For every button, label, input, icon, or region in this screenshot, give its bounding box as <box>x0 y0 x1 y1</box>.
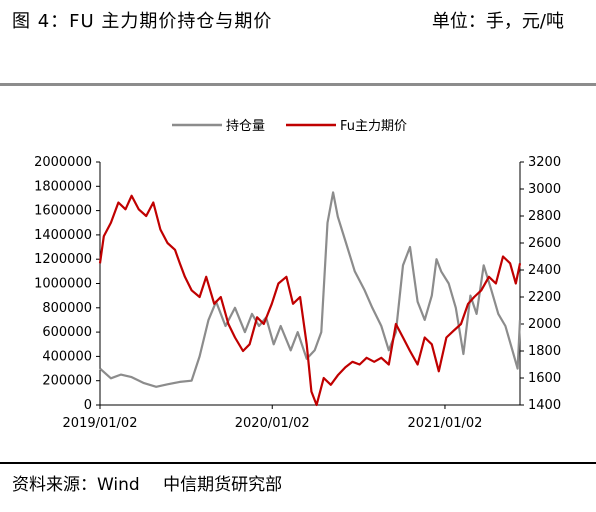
y-left-tick-label: 0 <box>84 398 92 413</box>
y-left-tick-label: 1200000 <box>34 252 92 267</box>
axes: 2000000180000016000001400000120000010000… <box>34 155 561 431</box>
top-rule <box>0 83 596 86</box>
y-left-tick-label: 400000 <box>42 349 92 364</box>
legend-label-open-interest: 持仓量 <box>226 119 265 134</box>
legend: 持仓量 Fu主力期价 <box>172 119 407 134</box>
y-left-tick-label: 1600000 <box>34 204 92 219</box>
y-right-tick-label: 2800 <box>528 209 561 224</box>
figure-title: 图 4：FU 主力期价持仓与期价 <box>12 11 273 32</box>
y-right-tick-label: 2000 <box>528 317 561 332</box>
x-tick-label: 2019/01/02 <box>63 416 138 431</box>
y-left-tick-label: 600000 <box>42 325 92 340</box>
y-left-tick-label: 1000000 <box>34 277 92 292</box>
series-line-fu-price <box>98 194 522 407</box>
y-left-tick-label: 1400000 <box>34 228 92 243</box>
y-right-tick-label: 1400 <box>528 398 561 413</box>
unit-label: 单位：手，元/吨 <box>431 11 564 32</box>
y-left-tick-label: 2000000 <box>34 155 92 170</box>
org-text: 中信期货研究部 <box>163 475 283 495</box>
x-tick-label: 2020/01/02 <box>235 416 310 431</box>
y-left-tick-label: 1800000 <box>34 179 92 194</box>
bottom-rule <box>0 462 596 464</box>
y-right-tick-label: 2600 <box>528 236 561 251</box>
y-left-tick-label: 800000 <box>42 301 92 316</box>
x-tick-label: 2021/01/02 <box>407 416 482 431</box>
y-right-tick-label: 1600 <box>528 371 561 386</box>
y-right-tick-label: 1800 <box>528 344 561 359</box>
y-left-tick-label: 200000 <box>42 374 92 389</box>
series-line-open-interest <box>99 191 522 388</box>
source-text: 资料来源：Wind <box>12 475 140 495</box>
series-layer <box>98 191 522 407</box>
y-right-tick-label: 3000 <box>528 182 561 197</box>
y-right-tick-label: 3200 <box>528 155 561 170</box>
y-right-tick-label: 2200 <box>528 290 561 305</box>
legend-label-fu-price: Fu主力期价 <box>340 119 407 134</box>
source-line: 资料来源：Wind 中信期货研究部 <box>12 470 300 495</box>
y-right-tick-label: 2400 <box>528 263 561 278</box>
